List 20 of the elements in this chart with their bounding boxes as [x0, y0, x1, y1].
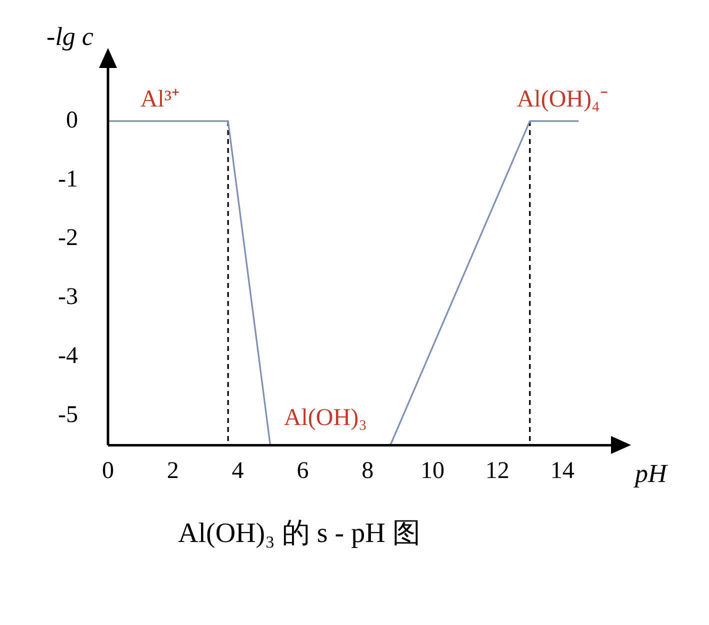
x-tick-label: 2 [166, 458, 179, 484]
x-tick-label: 6 [296, 458, 309, 484]
y-tick-label: -2 [58, 225, 78, 252]
x-tick-label: 0 [102, 458, 114, 484]
annotation: Al³⁺ [140, 86, 180, 113]
annotation: Al(OH)₃ [284, 404, 367, 431]
x-axis-title: pH [633, 459, 668, 488]
y-tick-label: -1 [58, 166, 78, 192]
x-tick-label: 4 [232, 458, 244, 484]
text: Al(OH)₃ 的 s - pH 图 [178, 517, 422, 551]
annotation: Al(OH)₄⁻ [516, 86, 608, 113]
x-tick-label: 10 [420, 458, 445, 484]
x-tick-label: 12 [485, 458, 510, 484]
x-tick-label: 8 [362, 458, 374, 484]
y-tick-label: -5 [58, 402, 78, 428]
y-axis-title: -lg c [46, 22, 94, 51]
y-tick-label: -4 [58, 343, 78, 370]
y-tick-label: 0 [66, 107, 78, 134]
y-tick-label: -3 [58, 284, 78, 310]
x-tick-label: 14 [550, 458, 574, 484]
